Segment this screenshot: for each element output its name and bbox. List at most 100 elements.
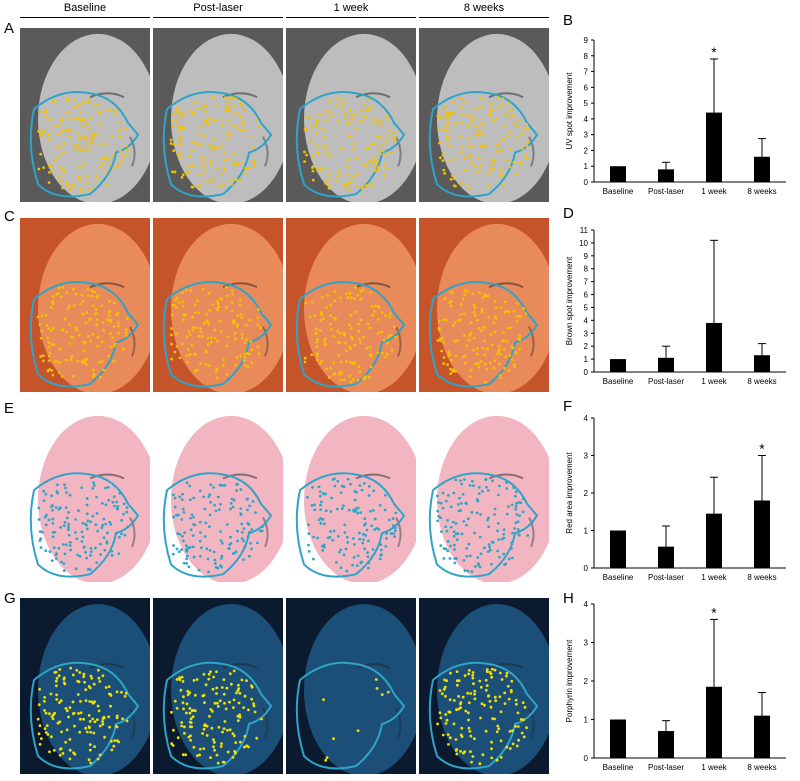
y-tick-label: 1 xyxy=(584,716,589,725)
analysis-region-outline xyxy=(162,91,273,198)
face-image xyxy=(153,28,283,202)
x-tick-label: 8 weeks xyxy=(747,763,776,772)
bar-baseline xyxy=(610,359,626,372)
face-image xyxy=(286,410,416,582)
bar-post-laser xyxy=(658,546,674,568)
column-header-8-weeks: 8 weeks xyxy=(419,2,549,18)
face-shape xyxy=(437,415,549,582)
y-tick-label: 0 xyxy=(584,564,589,573)
photo-porphyrin-3 xyxy=(419,598,549,774)
y-tick-label: 0 xyxy=(584,754,589,763)
face-shape xyxy=(38,33,150,202)
panel-letter-d: D xyxy=(563,205,574,222)
face-shape xyxy=(38,415,150,582)
photo-red-area-2 xyxy=(286,410,416,582)
x-tick-label: 1 week xyxy=(701,187,727,196)
photo-red-area-1 xyxy=(153,410,283,582)
column-header-baseline: Baseline xyxy=(20,2,150,18)
y-tick-label: 7 xyxy=(584,68,589,77)
column-header-1-week: 1 week xyxy=(286,2,416,18)
face-image xyxy=(20,410,150,582)
analysis-region-outline xyxy=(295,472,406,578)
bar-baseline xyxy=(610,530,626,568)
panel-letter-g: G xyxy=(4,590,16,607)
uv-spot-bar-chart: 0 1 2 3 4 5 6 7 8 9 UV spot improvement Baseline Pos… xyxy=(565,36,786,196)
bar-baseline xyxy=(610,166,626,182)
face-image xyxy=(153,598,283,774)
photo-uv-spot-1 xyxy=(153,28,283,202)
panel-letter-c: C xyxy=(4,208,15,225)
significance-asterisk: * xyxy=(711,604,717,620)
analysis-region-outline xyxy=(295,281,406,388)
brown-spot-bar-chart: 0 1 2 3 4 5 6 7 8 9 10 11 Brown spot improvement Base… xyxy=(565,226,786,386)
photo-brown-spot-2 xyxy=(286,218,416,392)
face-image xyxy=(419,410,549,582)
y-tick-label: 2 xyxy=(584,146,589,155)
y-tick-label: 3 xyxy=(584,452,589,461)
analysis-region-outline xyxy=(295,661,406,770)
photo-red-area-3 xyxy=(419,410,549,582)
face-image xyxy=(20,28,150,202)
y-tick-label: 5 xyxy=(584,303,589,312)
x-tick-label: 1 week xyxy=(701,763,727,772)
bar-baseline xyxy=(610,719,626,758)
chart-red-area: 0 1 2 3 4 Red area improvement Baseline Post-la… xyxy=(548,410,800,586)
y-tick-label: 4 xyxy=(584,316,589,325)
analysis-region-outline xyxy=(29,91,140,198)
y-tick-label: 10 xyxy=(579,239,588,248)
porphyrin-bar-chart: 0 1 2 3 4 Porphyrin improvement Baseline Post-l… xyxy=(565,600,786,772)
panel-letter-h: H xyxy=(563,590,574,607)
x-tick-label: 8 weeks xyxy=(747,187,776,196)
y-axis-label: Red area improvement xyxy=(565,452,574,534)
chart-uv-spot: 0 1 2 3 4 5 6 7 8 9 UV spot improvement Baseline Pos… xyxy=(548,32,800,200)
analysis-region-outline xyxy=(295,91,406,198)
x-tick-label: 8 weeks xyxy=(747,573,776,582)
bar-1-week xyxy=(706,686,722,758)
face-image xyxy=(20,218,150,392)
face-shape xyxy=(171,33,283,202)
y-tick-label: 4 xyxy=(584,414,589,423)
x-tick-label: 8 weeks xyxy=(747,377,776,386)
x-tick-label: Baseline xyxy=(603,763,634,772)
significance-asterisk: * xyxy=(759,441,765,457)
face-shape xyxy=(38,223,150,392)
y-tick-label: 11 xyxy=(580,226,589,235)
x-tick-label: 1 week xyxy=(701,377,727,386)
y-tick-label: 7 xyxy=(584,278,589,287)
y-tick-label: 3 xyxy=(584,131,589,140)
y-tick-label: 8 xyxy=(584,52,589,61)
photo-red-area-0 xyxy=(20,410,150,582)
y-tick-label: 4 xyxy=(584,115,589,124)
face-image xyxy=(419,598,549,774)
face-shape xyxy=(304,223,416,392)
x-tick-label: Baseline xyxy=(603,187,634,196)
y-tick-label: 3 xyxy=(584,329,589,338)
bar-post-laser xyxy=(658,357,674,372)
y-tick-label: 6 xyxy=(584,291,589,300)
significance-asterisk: * xyxy=(711,44,717,60)
face-image xyxy=(153,218,283,392)
panel-letter-e: E xyxy=(4,400,15,417)
photo-brown-spot-0 xyxy=(20,218,150,392)
analysis-region-outline xyxy=(428,281,539,388)
face-shape xyxy=(38,604,150,774)
red-area-bar-chart: 0 1 2 3 4 Red area improvement Baseline Post-la… xyxy=(565,414,786,582)
y-tick-label: 9 xyxy=(584,252,589,261)
chart-brown-spot: 0 1 2 3 4 5 6 7 8 9 10 11 Brown spot improvement Base… xyxy=(548,222,800,390)
y-axis-label: Porphyrin improvement xyxy=(565,639,574,722)
bar-post-laser xyxy=(658,731,674,758)
photo-brown-spot-3 xyxy=(419,218,549,392)
y-tick-label: 1 xyxy=(584,162,589,171)
y-tick-label: 2 xyxy=(584,489,589,498)
bar-1-week xyxy=(706,513,722,568)
x-tick-label: Baseline xyxy=(603,573,634,582)
x-tick-label: 1 week xyxy=(701,573,727,582)
face-image xyxy=(153,410,283,582)
analysis-region-outline xyxy=(162,661,273,770)
photo-porphyrin-2 xyxy=(286,598,416,774)
y-tick-label: 0 xyxy=(584,368,589,377)
face-image xyxy=(286,598,416,774)
chart-porphyrin: 0 1 2 3 4 Porphyrin improvement Baseline Post-l… xyxy=(548,596,800,776)
face-image xyxy=(286,28,416,202)
photo-uv-spot-0 xyxy=(20,28,150,202)
